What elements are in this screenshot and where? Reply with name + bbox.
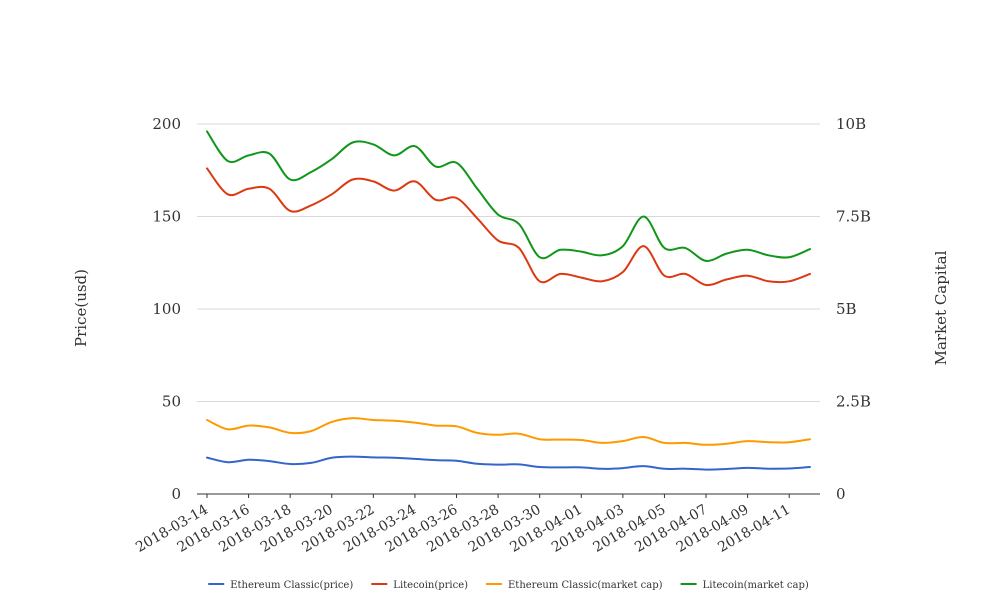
y-tick-label-left: 0 — [171, 485, 181, 503]
legend: Ethereum Classic(price) Litecoin(price) Et… — [208, 580, 809, 591]
legend-label: Litecoin(market cap) — [703, 580, 809, 591]
series-line-4 — [206, 130, 811, 262]
y-tick-label-left: 100 — [152, 300, 181, 318]
series-line-3 — [206, 417, 811, 446]
y-tick-label-left: 200 — [152, 115, 181, 133]
series-lines — [206, 130, 811, 471]
y-axis-title-left: Price(usd) — [72, 269, 90, 347]
legend-item[interactable]: Litecoin(price) — [371, 580, 468, 591]
y-tick-label-left: 50 — [162, 393, 181, 411]
series-line-2 — [206, 167, 811, 287]
y-tick-label-right: 7.5B — [836, 208, 871, 226]
y-axis-title-right: Market Capital — [932, 250, 950, 365]
legend-label: Ethereum Classic(price) — [230, 580, 353, 591]
y-tick-label-right: 5B — [836, 300, 857, 318]
legend-label: Litecoin(price) — [393, 580, 468, 591]
y-tick-label-right: 0 — [836, 485, 846, 503]
x-axis-ticks: 2018-03-142018-03-162018-03-182018-03-20… — [133, 494, 793, 556]
legend-item[interactable]: Ethereum Classic(price) — [208, 580, 353, 591]
left-axis-ticks: 0 50 100 150 200 — [152, 115, 181, 503]
y-tick-label-right: 10B — [836, 115, 866, 133]
legend-item[interactable]: Litecoin(market cap) — [680, 580, 809, 591]
right-axis-ticks: 0 2.5B 5B 7.5B 10B — [836, 115, 871, 503]
legend-item[interactable]: Ethereum Classic(market cap) — [486, 580, 663, 591]
gridlines — [197, 123, 820, 402]
legend-label: Ethereum Classic(market cap) — [508, 580, 663, 591]
y-tick-label-right: 2.5B — [836, 393, 871, 411]
y-tick-label-left: 150 — [152, 208, 181, 226]
series-line-1 — [206, 455, 811, 471]
